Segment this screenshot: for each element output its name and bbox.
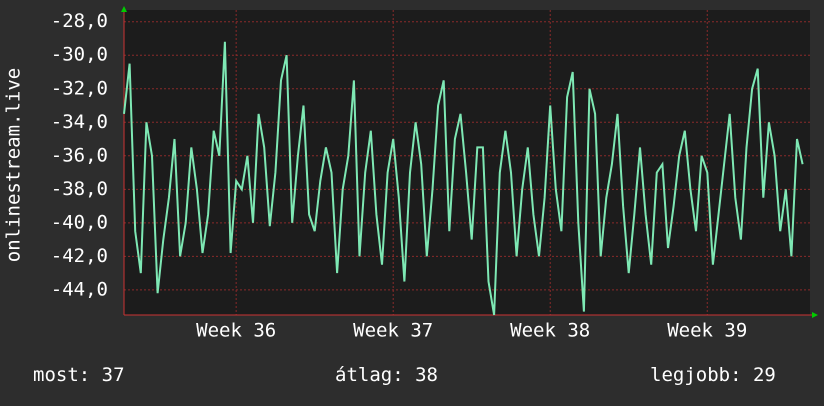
plot: -28,0 -30,0 -32,0 -34,0 -36,0 -38,0 -40,0 -42,0… [51, 8, 812, 342]
y-tick-label: -38,0 [51, 178, 108, 200]
y-tick-label: -36,0 [51, 144, 108, 166]
y-tick-label: -40,0 [51, 211, 108, 233]
stat-label: átlag: [335, 364, 404, 386]
y-tick-label: -34,0 [51, 111, 108, 133]
x-tick-label: Week 39 [667, 320, 747, 342]
stat-label: legjobb: [650, 364, 742, 386]
y-tick-label: -30,0 [51, 44, 108, 66]
stat-label: most: [33, 364, 90, 386]
x-tick-label: Week 38 [510, 320, 590, 342]
y-axis-label: onlinestream.live [3, 68, 25, 262]
y-tick-label: -42,0 [51, 245, 108, 267]
data-line [123, 41, 804, 316]
axis-arrow [121, 6, 127, 12]
stat: legjobb: 29 [650, 364, 776, 386]
stat-value: 29 [753, 364, 776, 386]
x-tick-label: Week 37 [353, 320, 433, 342]
stat: most: 37 [33, 364, 125, 386]
y-tick-label: -28,0 [51, 10, 108, 32]
stat-value: 38 [415, 364, 438, 386]
plot-area [124, 10, 810, 315]
x-tick-label: Week 36 [196, 320, 276, 342]
axis-arrow [812, 312, 818, 318]
y-tick-label: -44,0 [51, 278, 108, 300]
stat-value: 37 [102, 364, 125, 386]
stat: átlag: 38 [335, 364, 438, 386]
y-tick-label: -32,0 [51, 77, 108, 99]
